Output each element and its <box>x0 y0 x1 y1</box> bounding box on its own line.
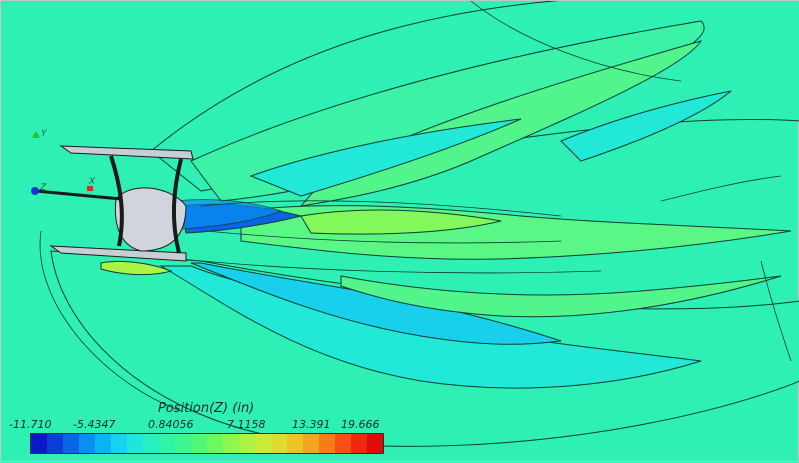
y-axis-marker <box>32 131 40 138</box>
contour-line <box>470 1 682 82</box>
colorbar-swatch <box>287 434 303 453</box>
boat-boom <box>35 189 122 201</box>
contour-line <box>205 230 562 244</box>
colorbar-swatch <box>159 434 175 453</box>
colorbar-swatch <box>335 434 351 453</box>
contour-line <box>180 258 602 274</box>
contour-line <box>760 260 792 362</box>
legend-tick-4: 13.391 <box>292 418 331 431</box>
orientation-axes <box>31 131 93 195</box>
colorbar-swatch <box>223 434 239 453</box>
contour-line <box>39 230 182 412</box>
colorbar-swatch <box>47 434 63 453</box>
colorbar-swatch <box>127 434 143 453</box>
colorbar-swatch <box>143 434 159 453</box>
contour-band-lower-blue <box>190 262 562 345</box>
contour-band-upper-cyan-2 <box>560 90 732 162</box>
colorbar-swatch <box>191 434 207 453</box>
legend-title: Position(Z) (in) <box>158 401 255 416</box>
contour-yellow-spot <box>100 260 173 276</box>
legend-tick-5: 19.666 <box>341 418 380 431</box>
legend-tick-3: 7.1158 <box>227 418 266 431</box>
colorbar-swatch <box>111 434 127 453</box>
z-axis-marker <box>31 187 39 195</box>
colorbar-swatch <box>271 434 287 453</box>
colorbar-swatch <box>351 434 367 453</box>
x-axis-marker <box>87 186 93 191</box>
colorbar-swatch <box>95 434 111 453</box>
legend-tick-1: -5.4347 <box>73 418 116 431</box>
x-axis-label: X <box>89 177 96 187</box>
colorbar-swatch <box>175 434 191 453</box>
contour-band-upper-cyan <box>249 118 522 197</box>
boat-upper-wing <box>59 145 194 160</box>
colorbar-swatch <box>207 434 223 453</box>
boat-model <box>35 145 194 262</box>
colorbar-swatch <box>79 434 95 453</box>
y-axis-label: Y <box>41 129 47 139</box>
legend-tick-0: -11.710 <box>9 418 52 431</box>
contour-lines <box>39 1 792 412</box>
contour-wake-yellowgreen <box>300 209 502 235</box>
contour-wake-lightblue <box>175 198 283 230</box>
boat-strut-front <box>109 155 124 247</box>
contour-line <box>660 175 782 202</box>
contour-band-lower-green <box>340 275 782 318</box>
contour-line <box>200 200 562 217</box>
colorbar-swatch <box>367 434 383 453</box>
colorbar-swatch <box>239 434 255 453</box>
z-axis-label: Z <box>40 183 47 193</box>
legend-colorbar <box>30 433 384 454</box>
colorbar-swatch <box>319 434 335 453</box>
colorbar-swatch <box>303 434 319 453</box>
legend-tick-2: 0.84056 <box>148 418 194 431</box>
colorbar-swatch <box>31 434 47 453</box>
colorbar-swatch <box>63 434 79 453</box>
boat-strut-rear <box>171 158 183 254</box>
colorbar-swatch <box>255 434 271 453</box>
